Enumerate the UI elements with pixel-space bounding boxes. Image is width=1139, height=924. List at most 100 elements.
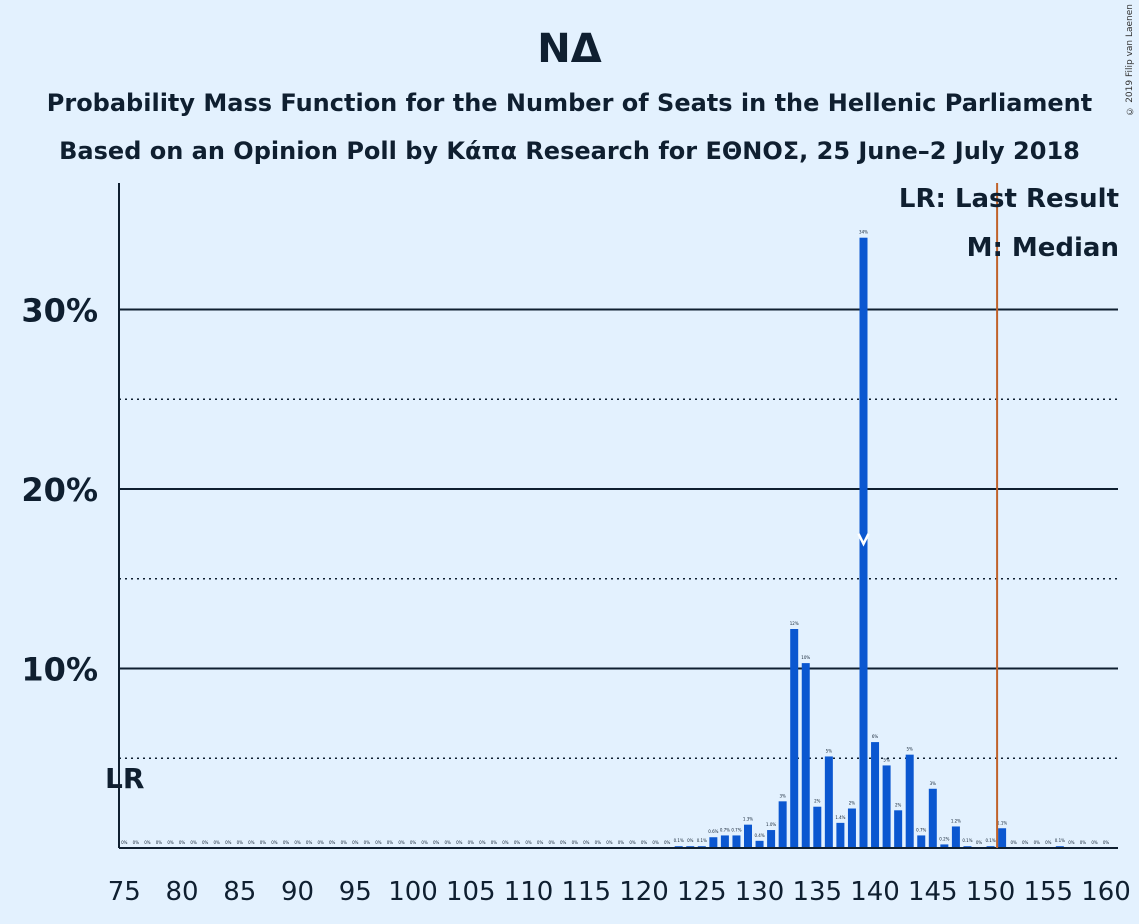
bar-label: 5%: [883, 757, 890, 762]
x-tick-label: 105: [446, 877, 496, 907]
x-tick-label: 90: [281, 877, 314, 907]
bar-label: 0%: [167, 840, 174, 845]
x-tick-label: 80: [166, 877, 199, 907]
x-tick-label: 140: [850, 877, 900, 907]
bar-label: 3%: [779, 793, 786, 798]
bar-label: 0%: [502, 840, 509, 845]
bar-label: 1.3%: [743, 817, 753, 822]
median-marker: [857, 533, 870, 547]
bar: [790, 629, 799, 848]
bar-label: 0.1%: [1055, 838, 1065, 843]
x-tick-label: 130: [735, 877, 785, 907]
x-tick-label: 110: [504, 877, 554, 907]
bar: [744, 824, 752, 848]
bar-label: 0%: [364, 840, 371, 845]
bar-label: 0%: [214, 840, 221, 845]
y-tick-label: 20%: [21, 471, 98, 509]
bar: [813, 806, 822, 848]
bar-label: 0%: [179, 840, 186, 845]
bar-label: 0%: [548, 840, 555, 845]
bar-label: 0%: [1103, 840, 1110, 845]
bars: [674, 237, 1064, 848]
bar-label: 0%: [294, 840, 301, 845]
legend-last-result: LR: Last Result: [898, 184, 1119, 214]
bar-label: 0%: [421, 840, 428, 845]
bar-label: 0%: [248, 840, 255, 845]
x-tick-label: 115: [561, 877, 611, 907]
x-tick-label: 85: [223, 877, 256, 907]
bar: [824, 756, 833, 848]
bar-label: 5%: [826, 748, 833, 753]
bar-label: 0%: [306, 840, 313, 845]
bar-label: 0%: [525, 840, 532, 845]
y-tick-label: 10%: [21, 651, 98, 689]
bar-label: 0%: [260, 840, 267, 845]
bar-label: 0%: [1010, 840, 1017, 845]
last-result-axis-label: LR: [105, 762, 144, 795]
bar-label: 1.2%: [951, 818, 961, 823]
bar: [847, 808, 856, 848]
bar-label: 0%: [629, 840, 636, 845]
bar-labels: 0% 0% 0% 0% 0% 0% 0% 0% 0% 0% 0% 0% 0% 0% 0% 0% 0% 0% 0% 0%…: [121, 230, 1109, 845]
bar-label: 0%: [329, 840, 336, 845]
bar-label: 0%: [572, 840, 579, 845]
bar: [928, 788, 937, 848]
chart-subtitle-line-2: Based on an Opinion Poll by Κάπα Researc…: [59, 137, 1080, 165]
legend-median: M: Median: [966, 233, 1119, 263]
bar-label: 0%: [190, 840, 197, 845]
bar-label: 34%: [859, 230, 868, 235]
x-tick-label: 100: [388, 877, 438, 907]
chart-title: ΝΔ: [537, 26, 602, 72]
bar-label: 0%: [652, 840, 659, 845]
bar-label: 0%: [1045, 840, 1052, 845]
bar-label: 0.1%: [985, 838, 995, 843]
bar-label: 0%: [479, 840, 486, 845]
bar-label: 0%: [410, 840, 417, 845]
bar-label: 0%: [283, 840, 290, 845]
bar-label: 0%: [1080, 840, 1087, 845]
bar-label: 0%: [398, 840, 405, 845]
bar-label: 0.6%: [708, 829, 718, 834]
bar-label: 0.7%: [720, 827, 730, 832]
bar-label: 6%: [872, 734, 879, 739]
bar-label: 0%: [156, 840, 163, 845]
x-tick-label: 95: [339, 877, 372, 907]
bar: [767, 830, 776, 848]
y-tick-label: 30%: [21, 292, 98, 330]
bar-label: 1.0%: [766, 822, 776, 827]
bar-label: 0%: [375, 840, 382, 845]
bar-label: 0.7%: [916, 827, 926, 832]
bar-label: 1.4%: [835, 815, 845, 820]
bar-label: 1.1%: [997, 820, 1007, 825]
axes: 10% 20% 30% 75 80 85 90 95 100 105 110 115 120 125 130…: [21, 183, 1131, 907]
bar-label: 0.2%: [939, 836, 949, 841]
bar-label: 0%: [468, 840, 475, 845]
bar-label: 0%: [595, 840, 602, 845]
bar-label: 0%: [491, 840, 498, 845]
bar-label: 0%: [618, 840, 625, 845]
bar-label: 0%: [606, 840, 613, 845]
bar-label: 0%: [1022, 840, 1029, 845]
bar-label: 0%: [352, 840, 359, 845]
bar: [951, 826, 960, 848]
bar: [940, 844, 949, 848]
chart-subtitle-line-1: Probability Mass Function for the Number…: [46, 89, 1093, 117]
markers: LR: [105, 183, 999, 848]
bar-label: 0%: [202, 840, 209, 845]
bar: [998, 828, 1007, 848]
bar-label: 0%: [271, 840, 278, 845]
bar-label: 0%: [560, 840, 567, 845]
x-tick-label: 150: [966, 877, 1016, 907]
bar-label: 5%: [907, 747, 914, 752]
x-tick-label: 125: [677, 877, 727, 907]
bar-label: 0%: [341, 840, 348, 845]
bar-label: 0%: [387, 840, 394, 845]
bar-label: 0.1%: [962, 838, 972, 843]
bar-label: 0%: [445, 840, 452, 845]
x-tick-label: 75: [108, 877, 141, 907]
bar-label: 2%: [814, 799, 821, 804]
bar-label: 3%: [930, 781, 937, 786]
bar-label: 0%: [237, 840, 244, 845]
bar-label: 0.1%: [697, 838, 707, 843]
bar-label: 12%: [790, 621, 799, 626]
